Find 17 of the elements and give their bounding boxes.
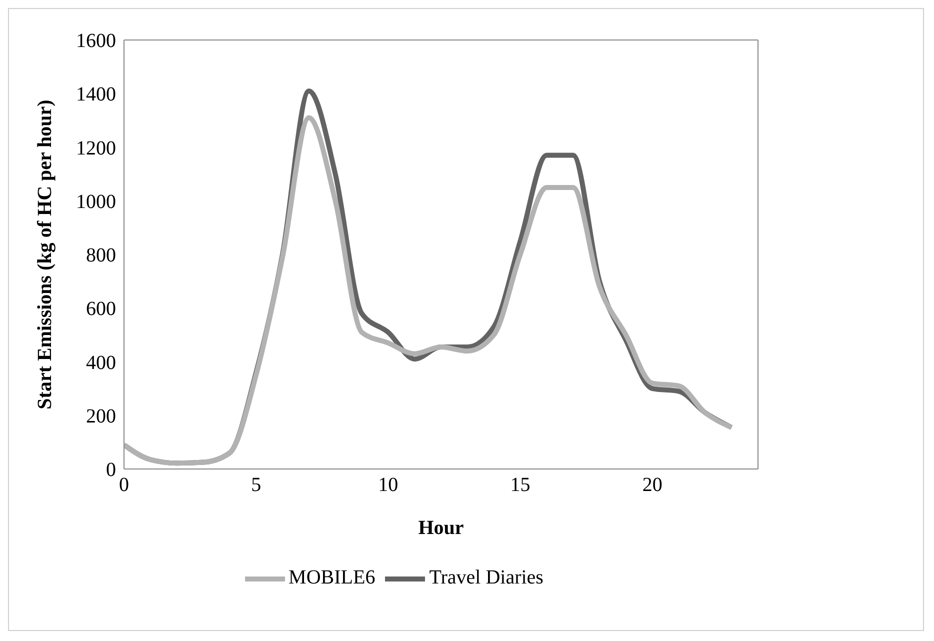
y-axis-title: Start Emissions (kg of HC per hour) (34, 100, 56, 410)
legend-label: Travel Diaries (429, 566, 544, 589)
y-tick-label: 1000 (76, 190, 116, 213)
y-tick-label: 1200 (76, 137, 116, 160)
x-tick-label: 10 (378, 474, 398, 496)
legend-label: MOBILE6 (288, 566, 376, 589)
y-tick-label: 800 (86, 244, 116, 267)
y-tick-label: 1400 (76, 84, 116, 106)
y-tick-label: 400 (86, 352, 116, 374)
y-tick-label: 600 (86, 298, 116, 320)
y-tick-label: 200 (86, 405, 116, 428)
y-tick-label: 1600 (76, 30, 116, 52)
x-tick-label: 20 (642, 474, 662, 496)
x-tick-label: 5 (251, 474, 262, 496)
y-tick-label: 0 (106, 459, 116, 482)
x-tick-label: 15 (510, 474, 530, 496)
x-axis-title: Hour (418, 517, 464, 539)
